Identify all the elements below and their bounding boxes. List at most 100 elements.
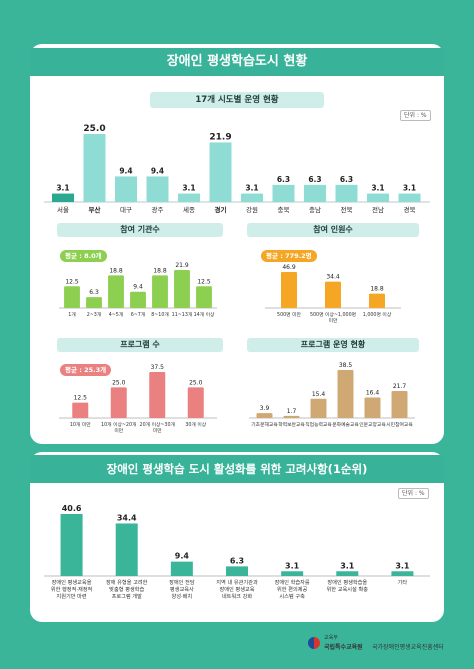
region-value-label: 6.3 — [308, 175, 321, 184]
c2-bar — [64, 286, 80, 308]
region-value-label: 6.3 — [340, 175, 353, 184]
region-bar-chart: 3.1 서울 25.0 부산 9.4 대구 9.4 광주 3.1 세종 21.9 경기 3.1 강원 6.3… — [44, 124, 430, 214]
region-bar — [272, 184, 295, 202]
c5-value-label: 16.4 — [366, 390, 380, 397]
c2-bar — [152, 275, 168, 308]
c5-bar — [391, 390, 408, 418]
region-bar — [146, 176, 169, 202]
c2-category-label: 2~3개 — [87, 311, 102, 318]
c5-category-label: 직업능력교육 — [305, 421, 332, 428]
c2-bar — [196, 286, 212, 308]
considerations-bar-chart: 40.6 장애인 평생교육을 위한 행정적·재정적 지원기반 마련 34.4 장애 유형을… — [44, 504, 430, 600]
c2-bar — [86, 297, 102, 308]
c3-bar — [281, 272, 297, 308]
region-value-label: 25.0 — [83, 124, 105, 134]
c4-bar — [149, 372, 166, 418]
c4-value-label: 25.0 — [112, 379, 126, 386]
considerations-bar — [391, 571, 414, 576]
considerations-bar — [226, 566, 248, 576]
region-bar — [83, 134, 106, 202]
c2-value-label: 6.3 — [89, 289, 99, 296]
region-category-label: 충남 — [309, 205, 321, 214]
region-bar — [52, 193, 74, 202]
considerations-value-label: 6.3 — [230, 556, 244, 565]
participants-avg-badge: 평균 : 779.2명 — [261, 250, 317, 262]
c5-value-label: 15.4 — [312, 391, 326, 398]
c2-bar — [174, 270, 190, 308]
region-bar — [335, 184, 358, 202]
c3-value-label: 18.8 — [370, 286, 384, 293]
c5-category-label: 인문교양교육 — [359, 421, 386, 428]
c2-bar — [108, 275, 124, 308]
considerations-bar — [115, 523, 138, 576]
considerations-bar — [336, 571, 359, 576]
considerations-category-label: 장애인 평생교육을 위한 행정적·재정적 지원기반 마련 — [51, 578, 93, 600]
region-category-label: 충북 — [278, 205, 290, 214]
considerations-value-label: 3.1 — [340, 561, 355, 570]
region-value-label: 3.1 — [56, 184, 69, 193]
c5-category-label: 시민참여교육 — [386, 421, 413, 428]
region-value-label: 6.3 — [277, 175, 290, 184]
region-category-label: 전남 — [372, 205, 384, 214]
region-category-label: 세종 — [183, 205, 195, 214]
unit-label: 단위 : % — [400, 110, 431, 121]
c2-category-label: 6~7개 — [131, 311, 146, 318]
c2-category-label: 14개 이상 — [194, 311, 215, 318]
c5-bar — [310, 398, 327, 418]
considerations-category-label: 장애인 전담 평생교육사 양성·배치 — [169, 578, 195, 600]
considerations-category-label: 장애인 학습자를 위한 편의제공 시스템 구축 — [275, 578, 310, 600]
c2-value-label: 21.9 — [175, 262, 189, 269]
considerations-value-label: 3.1 — [285, 561, 300, 570]
c4-bar — [72, 402, 89, 418]
page-title: 장애인 평생학습도시 현황 — [30, 48, 444, 76]
institutions-title: 참여 기관수 — [57, 223, 223, 237]
footer-org1: 국립특수교육원 — [324, 644, 363, 651]
c5-category-label: 학력보완교육 — [278, 421, 305, 428]
c5-value-label: 3.9 — [260, 405, 270, 412]
c3-category-label: 500명 미만 — [277, 311, 302, 318]
region-bar — [367, 193, 389, 202]
programs-avg-badge: 평균 : 25.3개 — [60, 364, 112, 376]
c3-category-label: 1,000명 이상 — [363, 311, 392, 318]
c4-value-label: 12.5 — [74, 395, 88, 402]
considerations-bar — [170, 561, 193, 576]
c5-value-label: 21.7 — [393, 383, 407, 390]
programs-bar-chart: 12.5 10개 미만 25.0 10개 이상~20개 미만 37.5 20개 이상~30개… — [59, 364, 217, 434]
c4-value-label: 37.5 — [151, 364, 165, 371]
c2-category-label: 11~13개 — [172, 311, 193, 318]
region-bar — [398, 193, 421, 202]
institutions-avg-badge: 평균 : 8.0개 — [60, 250, 107, 262]
region-value-label: 3.1 — [403, 184, 416, 193]
footer-ministry: 교육부 — [324, 635, 338, 641]
region-value-label: 21.9 — [209, 132, 231, 142]
programs-title: 프로그램 수 — [57, 338, 223, 352]
participants-title: 참여 인원수 — [247, 223, 419, 237]
c5-bar — [256, 413, 273, 418]
region-category-label: 강원 — [246, 205, 258, 214]
considerations-bar — [60, 514, 83, 576]
c5-value-label: 1.7 — [287, 408, 297, 415]
program-status-bar-chart: 3.9 기초문해교육 1.7 학력보완교육 15.4 직업능력교육 38.5 문화예술교육 16… — [249, 362, 415, 428]
considerations-value-label: 34.4 — [117, 513, 137, 522]
c2-value-label: 12.5 — [197, 278, 211, 285]
status-panel — [30, 44, 444, 444]
c5-category-label: 기초문해교육 — [251, 421, 278, 428]
c2-value-label: 18.8 — [109, 267, 123, 274]
c3-value-label: 46.9 — [282, 264, 296, 271]
c3-bar — [325, 281, 341, 308]
considerations-value-label: 9.4 — [175, 552, 190, 561]
participants-bar-chart: 46.9 500명 미만 34.4 500명 이상~1,000명 미만 18.8 1,000… — [265, 264, 401, 324]
government-logo-icon — [308, 637, 320, 649]
c2-value-label: 9.4 — [133, 284, 143, 291]
region-bar — [304, 184, 326, 202]
c5-bar — [283, 415, 300, 418]
considerations-bar — [281, 571, 304, 576]
section1-title: 17개 시도별 운영 현황 — [150, 92, 324, 108]
c2-value-label: 12.5 — [65, 278, 79, 285]
region-value-label: 3.1 — [245, 184, 258, 193]
considerations-category-label: 장애인 평생학습을 위한 교육시설 확충 — [327, 578, 369, 593]
region-category-label: 부산 — [89, 205, 101, 214]
region-value-label: 3.1 — [182, 184, 195, 193]
considerations-category-label: 지역 내 유관기관과 장애인 평생교육 네트워크 강화 — [216, 578, 258, 600]
